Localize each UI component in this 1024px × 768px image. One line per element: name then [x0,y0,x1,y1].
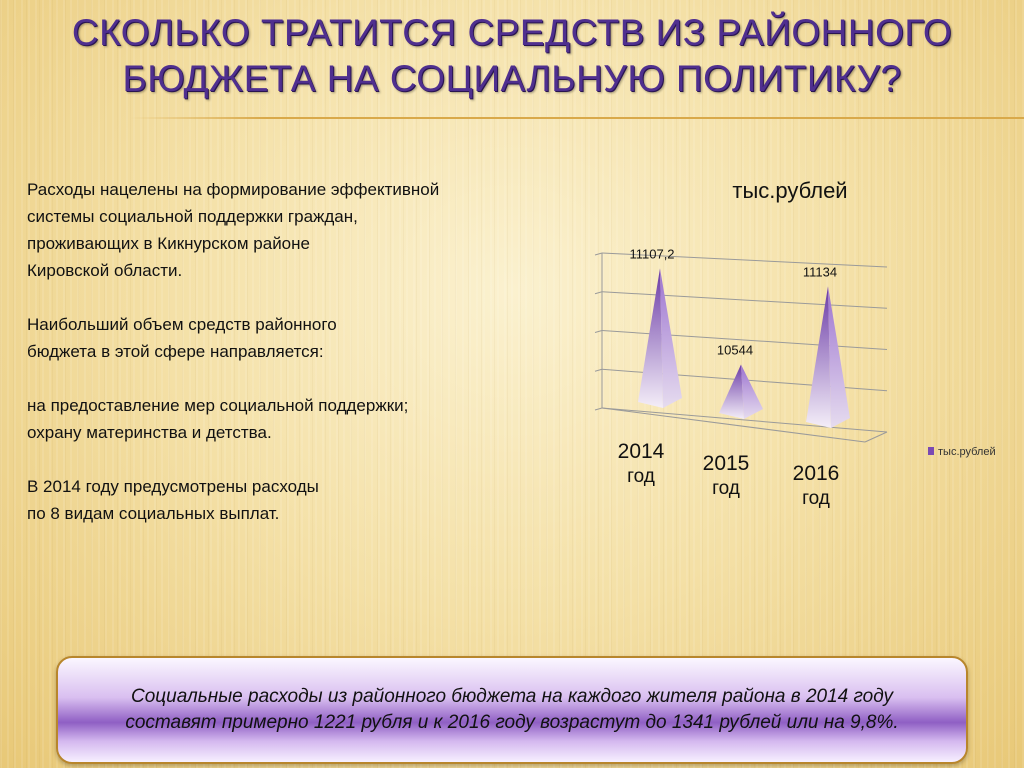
legend-label: тыс.рублей [938,446,996,458]
body-text: Расходы нацелены на формирование эффекти… [27,176,567,554]
gridline-tick [594,330,603,333]
pyramid-face-right [741,364,763,419]
callout-line-2: составят примерно 1221 рубля и к 2016 го… [125,712,899,733]
category-label: 2016 год [793,462,840,509]
gridline-tick [594,291,603,295]
paragraph-purpose: Расходы нацелены на формирование эффекти… [27,180,440,280]
category-label-year: 2015 [703,452,750,475]
expenses-chart: тыс.рублей 11107,2 10544 11134 2014 год 2015 го… [560,160,1020,530]
pyramid-bar [719,364,763,419]
category-label-year: 2016 [793,462,840,485]
gridline [601,407,888,433]
chart-title: тыс.рублей [732,178,847,203]
category-label: 2014 год [618,440,665,487]
data-label: 11134 [803,264,837,279]
paragraph-directions: на предоставление мер социальной поддерж… [27,396,409,442]
data-label: 11107,2 [629,246,674,261]
callout-line-1: Социальные расходы из районного бюджета … [130,686,894,707]
paragraph-payment-types: В 2014 году предусмотрены расходы по 8 в… [27,477,319,523]
expenses-chart-svg: тыс.рублей 11107,2 10544 11134 2014 год 2015 го… [594,178,996,509]
gridline [601,291,888,309]
data-label: 10544 [717,342,753,357]
gridline [601,252,888,268]
gridline-tick [594,407,603,411]
category-label-word: год [712,478,740,499]
gridline-tick [594,252,603,256]
category-label-year: 2014 [618,440,665,463]
floor-right-edge [864,431,888,443]
pyramid-bar [638,268,682,408]
pyramid-face-left [806,286,831,428]
category-label: 2015 год [703,452,750,499]
pyramid-face-left [719,364,744,419]
callout-text: Социальные расходы из районного бюджета … [101,684,922,736]
category-label-word: год [802,488,830,509]
per-capita-callout: Социальные расходы из районного бюджета … [56,656,968,764]
pyramid-face-right [660,268,682,408]
category-label-word: год [627,466,655,487]
legend-marker [928,447,934,455]
gridline-tick [594,368,603,372]
pyramid-bar [806,286,850,428]
slide-title: СКОЛЬКО ТРАТИТСЯ СРЕДСТВ ИЗ РАЙОННОГО БЮ… [0,10,1024,102]
slide-title-line-1: СКОЛЬКО ТРАТИТСЯ СРЕДСТВ ИЗ РАЙОННОГО [71,12,953,53]
paragraph-largest-share: Наибольший объем средств районного бюдже… [27,315,337,361]
pyramid-face-right [828,286,850,428]
floor-front-edge [601,407,866,443]
legend: тыс.рублей [928,446,996,458]
pyramid-face-left [638,268,663,408]
title-divider [130,117,1024,119]
slide-title-line-2: БЮДЖЕТА НА СОЦИАЛЬНУЮ ПОЛИТИКУ? [122,58,902,99]
